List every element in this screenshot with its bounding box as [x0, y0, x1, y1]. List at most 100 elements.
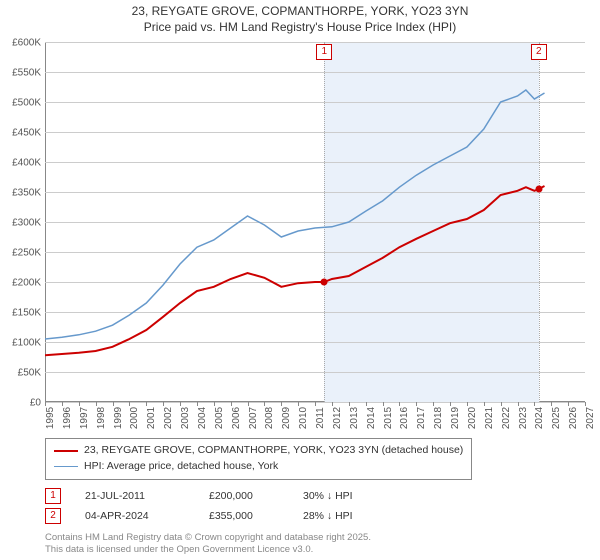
x-axis-label: 2022: [501, 407, 512, 429]
x-axis-label: 2009: [281, 407, 292, 429]
title-line1: 23, REYGATE GROVE, COPMANTHORPE, YORK, Y…: [0, 4, 600, 20]
y-axis-label: £500K: [12, 98, 41, 109]
event-row-date: 21-JUL-2011: [85, 490, 185, 502]
x-axis-label: 2013: [349, 407, 360, 429]
event-row-price: £200,000: [209, 490, 279, 502]
x-tick: [585, 402, 586, 406]
footnote-line1: Contains HM Land Registry data © Crown c…: [45, 532, 585, 544]
y-axis-label: £100K: [12, 338, 41, 349]
x-axis-label: 2008: [264, 407, 275, 429]
title-line2: Price paid vs. HM Land Registry's House …: [0, 20, 600, 36]
x-axis-label: 2017: [416, 407, 427, 429]
x-axis-label: 2016: [399, 407, 410, 429]
x-axis-label: 1999: [113, 407, 124, 429]
x-axis-label: 2007: [248, 407, 259, 429]
footnote-line2: This data is licensed under the Open Gov…: [45, 544, 585, 556]
x-axis-label: 2010: [298, 407, 309, 429]
x-axis-label: 2011: [315, 407, 326, 429]
x-tick: [231, 402, 232, 406]
x-tick: [146, 402, 147, 406]
y-axis-label: £50K: [18, 368, 41, 379]
x-axis-label: 2025: [551, 407, 562, 429]
y-axis-label: £200K: [12, 278, 41, 289]
y-axis-label: £350K: [12, 188, 41, 199]
x-tick: [113, 402, 114, 406]
x-axis-label: 2020: [467, 407, 478, 429]
x-tick: [129, 402, 130, 406]
x-axis-label: 2005: [214, 407, 225, 429]
x-tick: [501, 402, 502, 406]
line-series-svg: [45, 42, 585, 402]
event-row-date: 04-APR-2024: [85, 510, 185, 522]
x-axis-label: 1998: [96, 407, 107, 429]
x-axis-label: 2019: [450, 407, 461, 429]
x-tick: [332, 402, 333, 406]
x-axis-label: 1996: [62, 407, 73, 429]
event-row-marker: 2: [45, 508, 61, 524]
y-axis-label: £450K: [12, 128, 41, 139]
x-axis-label: 1995: [45, 407, 56, 429]
x-axis-label: 2003: [180, 407, 191, 429]
x-tick: [399, 402, 400, 406]
x-axis-label: 2015: [383, 407, 394, 429]
x-tick: [433, 402, 434, 406]
event-table: 1 21-JUL-2011 £200,000 30% ↓ HPI 2 04-APR-202…: [45, 486, 585, 526]
legend-box: 23, REYGATE GROVE, COPMANTHORPE, YORK, Y…: [45, 438, 472, 480]
x-tick: [366, 402, 367, 406]
x-tick: [197, 402, 198, 406]
event-row-delta: 30% ↓ HPI: [303, 490, 383, 502]
x-tick: [349, 402, 350, 406]
series-line: [45, 90, 545, 339]
x-axis-label: 2014: [366, 407, 377, 429]
x-axis-label: 2024: [534, 407, 545, 429]
x-axis-label: 2012: [332, 407, 343, 429]
x-axis-label: 2002: [163, 407, 174, 429]
event-dot: [535, 186, 542, 193]
x-tick: [79, 402, 80, 406]
x-axis-label: 2026: [568, 407, 579, 429]
x-tick: [416, 402, 417, 406]
y-axis-label: £0: [30, 398, 41, 409]
event-marker-1: 1: [316, 44, 332, 60]
x-tick: [248, 402, 249, 406]
legend-and-events: 23, REYGATE GROVE, COPMANTHORPE, YORK, Y…: [45, 438, 585, 556]
event-row-price: £355,000: [209, 510, 279, 522]
x-tick: [180, 402, 181, 406]
x-axis-label: 2027: [585, 407, 596, 429]
x-tick: [281, 402, 282, 406]
x-tick: [450, 402, 451, 406]
x-tick: [62, 402, 63, 406]
series-line: [45, 186, 545, 355]
x-axis-label: 2006: [231, 407, 242, 429]
x-axis-label: 2004: [197, 407, 208, 429]
x-tick: [96, 402, 97, 406]
y-axis-label: £400K: [12, 158, 41, 169]
y-axis-label: £150K: [12, 308, 41, 319]
x-tick: [383, 402, 384, 406]
x-axis-label: 2001: [146, 407, 157, 429]
x-tick: [298, 402, 299, 406]
chart-plot: £0£50K£100K£150K£200K£250K£300K£350K£400…: [45, 42, 585, 402]
x-tick: [484, 402, 485, 406]
x-tick: [551, 402, 552, 406]
event-row-marker: 1: [45, 488, 61, 504]
x-tick: [518, 402, 519, 406]
x-tick: [163, 402, 164, 406]
x-tick: [467, 402, 468, 406]
x-tick: [45, 402, 46, 406]
legend-label-1: 23, REYGATE GROVE, COPMANTHORPE, YORK, Y…: [84, 443, 463, 459]
x-tick: [534, 402, 535, 406]
legend-label-2: HPI: Average price, detached house, York: [84, 459, 278, 475]
event-marker-2: 2: [531, 44, 547, 60]
event-row: 204-APR-2024£355,00028% ↓ HPI: [45, 506, 585, 526]
y-axis-label: £250K: [12, 248, 41, 259]
event-dot: [321, 279, 328, 286]
x-tick: [315, 402, 316, 406]
x-tick: [214, 402, 215, 406]
x-axis-label: 2018: [433, 407, 444, 429]
x-axis-label: 2021: [484, 407, 495, 429]
x-tick: [568, 402, 569, 406]
x-axis-label: 1997: [79, 407, 90, 429]
x-tick: [264, 402, 265, 406]
y-axis-label: £300K: [12, 218, 41, 229]
